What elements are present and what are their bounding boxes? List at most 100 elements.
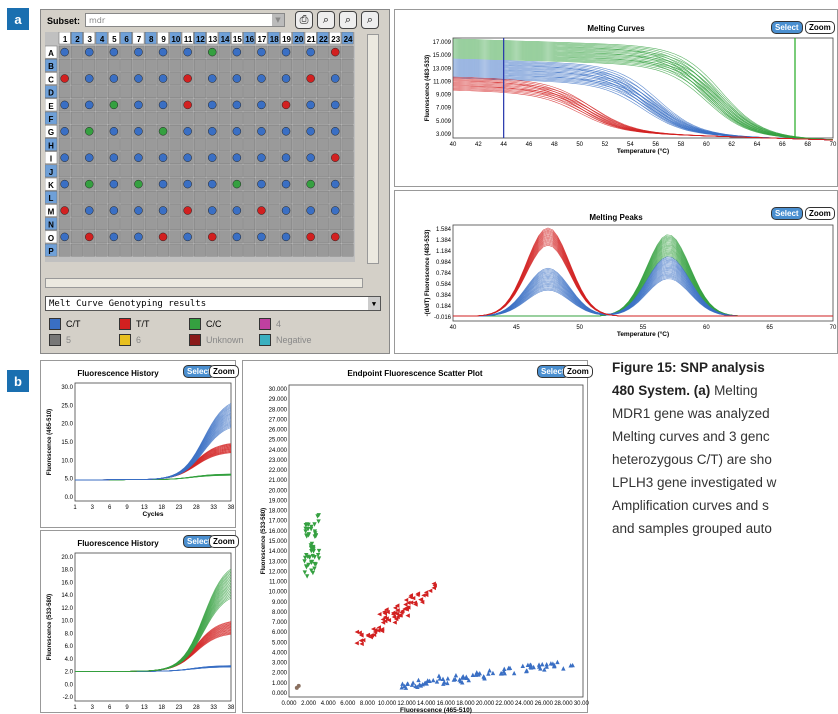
chevron-down-icon[interactable]: ▼ — [368, 297, 380, 310]
caption-line-5: heterozygous C/T) are sho — [612, 452, 772, 467]
horizontal-scrollbar[interactable] — [45, 278, 363, 288]
print-icon[interactable]: ⎙ — [295, 11, 313, 29]
plate-well — [218, 45, 231, 59]
plate-well — [218, 59, 231, 72]
sc-x-tick: 4.000 — [321, 701, 337, 707]
plate-well — [83, 111, 96, 125]
mp-x-tick: 40 — [450, 325, 457, 331]
plate-well — [71, 72, 83, 85]
plate-well — [95, 243, 108, 257]
sc-x-tick: 30.000 — [574, 701, 589, 707]
scatter-point-tt — [358, 638, 364, 643]
scatter-plot-window: Endpoint Fluorescence Scatter Plot Selec… — [242, 360, 593, 714]
plate-well-dot — [281, 100, 291, 110]
scatter-point-cc — [312, 566, 317, 571]
zoom-button[interactable]: Zoom — [209, 365, 239, 378]
sc-x-tick: 24.000 — [515, 701, 534, 707]
plate-well — [304, 190, 317, 204]
scatter-point-ct — [400, 681, 405, 686]
plate-well — [292, 243, 305, 257]
plate-well — [255, 217, 268, 231]
zoom-search-icon[interactable]: ⌕ — [339, 11, 357, 29]
plate-well — [157, 59, 169, 72]
plate-row-header-bg — [45, 124, 58, 138]
plate-well-dot — [60, 47, 69, 57]
select-button[interactable]: Select — [771, 21, 803, 34]
melting-curves-title: Melting Curves — [587, 24, 645, 33]
plate-well — [230, 217, 243, 231]
scatter-point-cc — [316, 519, 321, 524]
plate-well-dot — [208, 153, 217, 162]
plate-well-dot — [183, 232, 192, 242]
plate-well — [83, 138, 96, 151]
chevron-down-icon[interactable]: ▼ — [272, 14, 284, 26]
mp-x-tick: 65 — [766, 325, 773, 331]
plate-well — [71, 45, 83, 59]
scatter-point-tt — [376, 625, 381, 630]
scatter-point-tt — [391, 614, 397, 620]
caption-line-1: Figure 15: SNP analysis — [612, 360, 765, 375]
plate-row-label: N — [48, 221, 54, 230]
sc-y-tick: 28.000 — [269, 407, 288, 413]
plate-well — [144, 98, 157, 112]
plate-well — [230, 85, 243, 98]
plate-well — [292, 124, 305, 138]
scatter-point-tt — [380, 617, 386, 622]
plate-row-label: O — [48, 234, 54, 243]
plate-well-dot — [85, 127, 94, 136]
plate-well — [341, 124, 354, 138]
melting-curve-line — [452, 38, 834, 140]
mc-y-tick: 7.009 — [436, 106, 452, 112]
sc-y-tick: 25.000 — [269, 438, 288, 444]
zoom-in-icon[interactable]: ⌕ — [317, 11, 335, 29]
plate-row-label: P — [48, 247, 54, 256]
sc-x-tick: 10.000 — [378, 701, 397, 707]
mc-x-tick: 62 — [728, 142, 735, 148]
mc-x-tick: 46 — [526, 142, 533, 148]
plate-well — [292, 98, 305, 112]
results-dropdown[interactable]: Melt Curve Genotyping results ▼ — [45, 296, 381, 311]
legend-swatch — [119, 318, 131, 330]
plate-well — [108, 138, 120, 151]
plate-well-dot — [60, 100, 69, 110]
zoom-button[interactable]: Zoom — [805, 21, 835, 34]
plate-well-dot — [331, 100, 340, 110]
plate-col-label: 7 — [137, 35, 142, 44]
zoom-out-icon[interactable]: ⌕ — [361, 11, 379, 29]
plate-well — [341, 204, 354, 217]
plate-scrollbar[interactable] — [367, 34, 379, 264]
plate-well-dot — [109, 127, 119, 136]
plate-well — [181, 59, 194, 72]
scatter-point-cc — [313, 562, 318, 567]
scatter-point-ct — [538, 666, 543, 671]
plate-col-header-bg — [243, 32, 256, 45]
plate-well — [95, 59, 108, 72]
plate-well — [317, 151, 329, 164]
zoom-button[interactable]: Zoom — [805, 207, 835, 220]
plate-well — [329, 164, 342, 178]
scatter-point-cc — [303, 522, 309, 528]
scatter-point-ct — [470, 672, 476, 678]
subset-dropdown[interactable]: mdr ▼ — [85, 13, 285, 27]
select-button[interactable]: Select — [771, 207, 803, 220]
plate-well — [169, 45, 182, 59]
plate-row-label: H — [48, 141, 54, 150]
zoom-button[interactable]: Zoom — [209, 535, 239, 548]
scatter-point-ct — [415, 684, 420, 689]
plate-well — [144, 59, 157, 72]
plate-well-dot — [134, 47, 143, 57]
plate-well-dot — [109, 47, 119, 57]
legend-item: 6 — [119, 334, 141, 346]
plate-well — [58, 85, 71, 98]
mc-x-tick: 64 — [754, 142, 761, 148]
zoom-button[interactable]: Zoom — [563, 365, 593, 378]
mp-x-label: Temperature (°C) — [617, 330, 669, 338]
plate-grid[interactable]: 1 2 3 4 5 6 7 8 9 10 11 12 13 14 15 16 17 18 19 20 21 22 23 24A… — [45, 32, 355, 262]
plate-well — [194, 98, 206, 112]
plate-well — [144, 72, 157, 85]
scatter-point-ct — [544, 661, 549, 667]
scatter-point-cc — [312, 522, 317, 527]
plate-well — [218, 138, 231, 151]
plate-well — [194, 230, 206, 244]
plate-well — [255, 138, 268, 151]
